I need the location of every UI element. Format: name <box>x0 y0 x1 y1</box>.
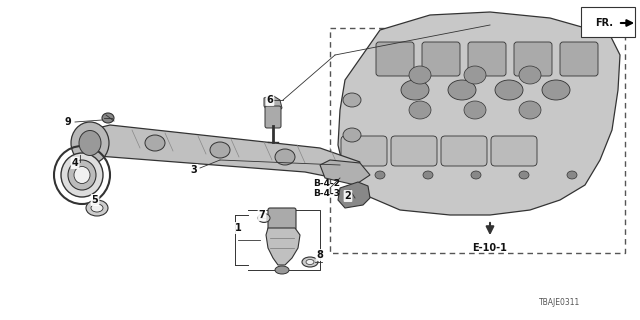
Ellipse shape <box>448 80 476 100</box>
Text: FR.: FR. <box>595 18 613 28</box>
Ellipse shape <box>409 66 431 84</box>
Ellipse shape <box>86 200 108 216</box>
FancyBboxPatch shape <box>560 42 598 76</box>
Ellipse shape <box>567 171 577 179</box>
Ellipse shape <box>409 101 431 119</box>
Ellipse shape <box>375 171 385 179</box>
FancyBboxPatch shape <box>441 136 487 166</box>
Ellipse shape <box>68 160 96 190</box>
Text: 8: 8 <box>317 250 323 260</box>
Ellipse shape <box>275 149 295 165</box>
Ellipse shape <box>302 257 318 267</box>
Ellipse shape <box>102 113 114 123</box>
Ellipse shape <box>145 135 165 151</box>
Ellipse shape <box>74 166 90 183</box>
Ellipse shape <box>343 128 361 142</box>
Ellipse shape <box>495 80 523 100</box>
Ellipse shape <box>79 131 101 156</box>
Ellipse shape <box>91 204 103 212</box>
FancyBboxPatch shape <box>422 42 460 76</box>
Ellipse shape <box>519 66 541 84</box>
Ellipse shape <box>519 101 541 119</box>
Text: B-4-2: B-4-2 <box>313 179 340 188</box>
Polygon shape <box>264 95 282 115</box>
Text: B-4-3: B-4-3 <box>313 188 340 197</box>
Ellipse shape <box>306 260 314 265</box>
Text: 5: 5 <box>92 195 99 205</box>
Polygon shape <box>75 125 360 180</box>
FancyBboxPatch shape <box>581 7 635 37</box>
Text: 1: 1 <box>235 223 241 233</box>
Ellipse shape <box>61 153 103 197</box>
Ellipse shape <box>471 171 481 179</box>
Ellipse shape <box>464 66 486 84</box>
Polygon shape <box>338 12 620 215</box>
Text: 4: 4 <box>72 158 78 168</box>
FancyBboxPatch shape <box>376 42 414 76</box>
Ellipse shape <box>423 171 433 179</box>
FancyBboxPatch shape <box>468 42 506 76</box>
FancyBboxPatch shape <box>391 136 437 166</box>
Text: 2: 2 <box>344 191 351 201</box>
FancyBboxPatch shape <box>341 136 387 166</box>
Polygon shape <box>338 182 370 208</box>
FancyBboxPatch shape <box>265 106 281 128</box>
Bar <box>330 28 625 253</box>
FancyBboxPatch shape <box>514 42 552 76</box>
Text: E-10-1: E-10-1 <box>472 243 508 253</box>
Text: 6: 6 <box>267 95 273 105</box>
Ellipse shape <box>343 93 361 107</box>
Polygon shape <box>266 228 300 265</box>
Ellipse shape <box>210 142 230 158</box>
Text: 9: 9 <box>65 117 72 127</box>
Ellipse shape <box>464 101 486 119</box>
Ellipse shape <box>343 163 361 177</box>
FancyBboxPatch shape <box>491 136 537 166</box>
Text: 7: 7 <box>259 210 266 220</box>
Ellipse shape <box>519 171 529 179</box>
FancyBboxPatch shape <box>268 208 296 230</box>
Ellipse shape <box>258 213 270 222</box>
Polygon shape <box>320 160 370 185</box>
Text: TBAJE0311: TBAJE0311 <box>540 298 580 307</box>
Ellipse shape <box>542 80 570 100</box>
Text: 3: 3 <box>191 165 197 175</box>
Ellipse shape <box>71 122 109 164</box>
Ellipse shape <box>275 266 289 274</box>
Ellipse shape <box>401 80 429 100</box>
